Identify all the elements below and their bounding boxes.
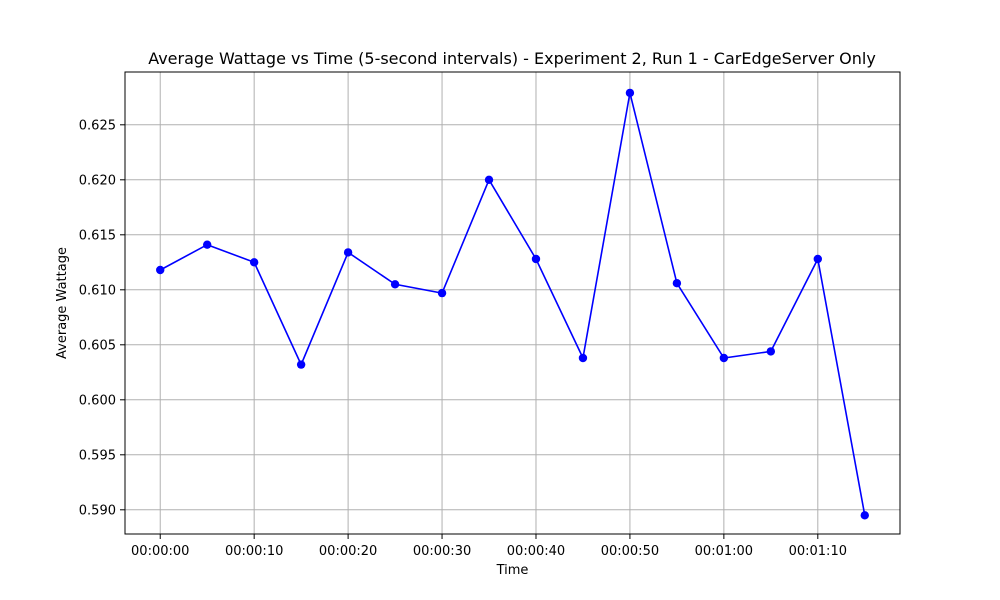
data-point (437, 288, 447, 298)
data-point (672, 279, 682, 288)
data-point (390, 280, 400, 289)
x-tick-label: 00:00:20 (319, 544, 377, 559)
data-point (156, 265, 165, 275)
data-point (719, 353, 729, 363)
data-point (202, 240, 212, 249)
series-layer (156, 88, 869, 520)
y-tick-label: 0.620 (79, 173, 116, 188)
data-point (296, 360, 306, 369)
data-point (484, 175, 494, 184)
data-point (625, 88, 635, 98)
x-tick-label: 00:00:30 (413, 544, 471, 559)
data-point (766, 347, 776, 356)
x-tick-label: 00:00:50 (601, 544, 659, 559)
y-tick-label: 0.610 (79, 283, 116, 298)
data-point (813, 254, 823, 264)
plot-area-frame (124, 71, 901, 535)
y-tick-label: 0.605 (79, 338, 116, 353)
y-tick-label: 0.595 (79, 448, 116, 463)
chart-title: Average Wattage vs Time (5-second interv… (148, 49, 876, 68)
y-tick-label: 0.615 (79, 228, 116, 243)
x-tick-label: 00:01:10 (789, 544, 847, 559)
x-axis-label: Time (496, 563, 529, 578)
x-tick-label: 00:00:00 (131, 544, 189, 559)
data-point (343, 248, 353, 257)
y-axis-label: Average Wattage (55, 247, 70, 359)
x-tick-label: 00:00:40 (507, 544, 565, 559)
y-tick-label: 0.600 (79, 393, 116, 408)
x-tick-label: 00:01:00 (695, 544, 753, 559)
data-point (531, 254, 541, 264)
x-tick-label: 00:00:10 (225, 544, 283, 559)
series-line (159, 92, 866, 516)
data-point (249, 258, 259, 267)
data-point (860, 511, 869, 520)
y-tick-label: 0.590 (79, 503, 116, 518)
data-point (578, 353, 588, 363)
grid-layer (125, 72, 900, 534)
ticks-layer: 00:00:00 00:00:10 00:00:20 00:00:30 00:00:40… (79, 118, 847, 559)
y-tick-label: 0.625 (79, 118, 116, 133)
